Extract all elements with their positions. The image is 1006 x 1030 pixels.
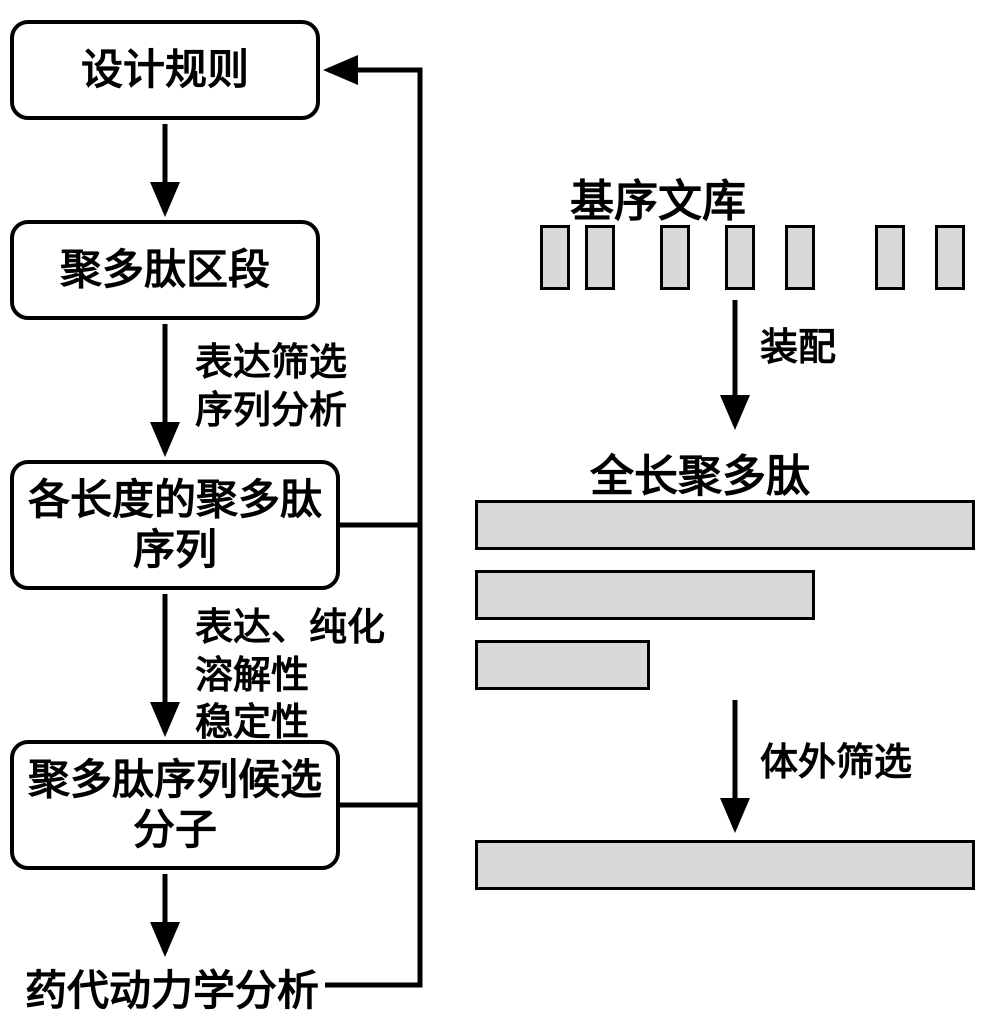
heading-motif-library: 基序文库	[570, 165, 746, 229]
box-label: 聚多肽区段	[60, 245, 270, 295]
label-assembly: 装配	[760, 325, 836, 373]
box-design-rules: 设计规则	[10, 20, 320, 120]
motif-rect	[935, 225, 965, 290]
motif-rect	[585, 225, 615, 290]
box-polypeptide-segment: 聚多肽区段	[10, 220, 320, 320]
box-candidate-molecules: 聚多肽序列候选 分子	[10, 740, 340, 870]
polypeptide-bar	[475, 500, 975, 550]
motif-rect	[725, 225, 755, 290]
motif-rect	[660, 225, 690, 290]
polypeptide-bar	[475, 570, 815, 620]
polypeptide-bar	[475, 640, 650, 690]
edge-label-expression-screening: 表达筛选 序列分析	[195, 340, 347, 435]
box-polypeptide-lengths: 各长度的聚多肽 序列	[10, 460, 340, 590]
box-label: 聚多肽序列候选 分子	[28, 755, 322, 856]
box-label: 各长度的聚多肽 序列	[28, 475, 322, 576]
polypeptide-bar	[475, 840, 975, 890]
bottom-label-pharmacokinetics: 药代动力学分析	[25, 965, 319, 1018]
motif-rect	[540, 225, 570, 290]
motif-rect	[785, 225, 815, 290]
box-label: 设计规则	[81, 45, 249, 95]
edge-label-expression-purification: 表达、纯化 溶解性 稳定性	[195, 605, 385, 748]
heading-full-length: 全长聚多肽	[590, 440, 810, 504]
diagram-root: 设计规则 聚多肽区段 各长度的聚多肽 序列 聚多肽序列候选 分子 表达筛选 序列…	[0, 0, 1006, 1030]
label-invitro-screening: 体外筛选	[760, 740, 912, 788]
motif-rect	[875, 225, 905, 290]
